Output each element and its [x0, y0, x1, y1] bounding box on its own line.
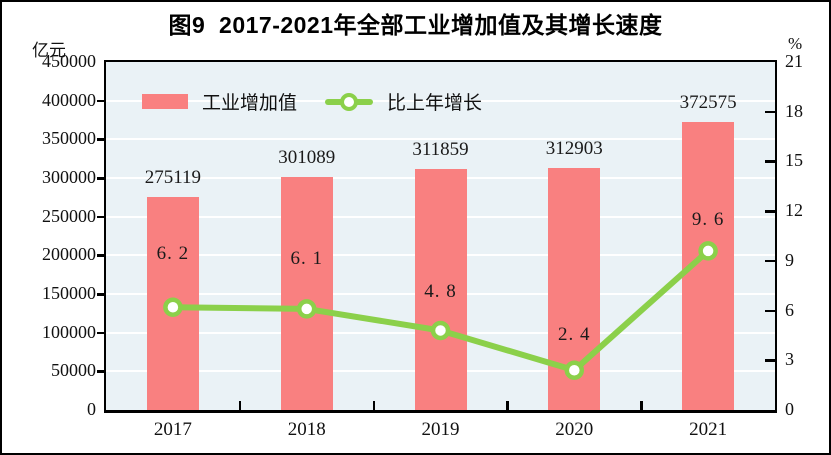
line-value-label: 2. 4	[558, 324, 591, 346]
x-axis-tickmark	[640, 401, 643, 410]
line-marker-2019	[430, 320, 451, 341]
right-axis-unit: %	[788, 34, 803, 53]
right-axis-tick-label: 21	[785, 51, 803, 71]
right-axis-tick-label: 12	[785, 200, 803, 221]
legend-line-label: 比上年增长	[387, 93, 483, 114]
gridline	[106, 138, 775, 141]
left-axis-tickmark	[97, 99, 106, 103]
right-axis-tickmark	[765, 110, 775, 114]
right-axis-tickmark	[765, 259, 775, 263]
right-axis-tick-label: 0	[785, 399, 794, 419]
x-axis-tickmark	[238, 401, 242, 410]
plot-area: 275119 301089 311859 312903 372575 6. 2 6. 1 4…	[104, 60, 777, 413]
left-axis-tick-label: 150000	[42, 283, 96, 303]
legend: 工业增加值 比上年增长	[142, 88, 482, 115]
x-axis-tickmark	[506, 401, 509, 410]
x-axis-label-2018: 2018	[287, 419, 326, 440]
bar-value-label: 275119	[144, 167, 202, 189]
right-axis-tickmark	[765, 359, 775, 362]
gridline	[106, 99, 775, 102]
right-axis-tick-label: 9	[785, 249, 794, 270]
right-axis-tick-label: 15	[785, 150, 803, 171]
left-axis-tickmark	[97, 177, 106, 180]
x-axis-tickmark	[372, 401, 376, 410]
left-axis-tick-label: 400000	[42, 89, 96, 110]
line-value-label: 6. 2	[156, 243, 190, 265]
legend-line-marker-dot	[340, 92, 359, 111]
left-axis-tick-label: 350000	[42, 128, 96, 149]
line-value-label: 6. 1	[290, 247, 323, 269]
right-axis-tickmark	[765, 160, 775, 163]
left-axis-tickmark	[97, 370, 106, 373]
bar-value-label: 312903	[545, 138, 603, 160]
line-marker-2021	[698, 241, 718, 261]
bar-2018	[280, 177, 333, 410]
x-axis-label-2020: 2020	[555, 419, 594, 440]
line-value-label: 4. 8	[424, 281, 457, 303]
line-marker-2018	[296, 299, 317, 319]
left-axis-tick-label: 50000	[51, 360, 96, 381]
x-axis-label-2017: 2017	[153, 419, 192, 440]
left-axis-tickmark	[97, 293, 106, 296]
right-axis-tick-label: 3	[785, 349, 794, 370]
line-marker-2020	[564, 360, 585, 380]
left-axis-tick-label: 250000	[42, 205, 96, 226]
right-axis-tick-label: 6	[785, 299, 794, 320]
chart-title: 图9 2017-2021年全部工业增加值及其增长速度	[168, 12, 663, 38]
line-marker-2017	[163, 297, 183, 318]
right-axis-tick-label: 18	[785, 100, 803, 121]
bar-value-label: 372575	[679, 91, 737, 113]
x-axis-label-2019: 2019	[421, 419, 460, 440]
legend-line-marker	[325, 92, 374, 111]
bar-value-label: 301089	[278, 147, 336, 169]
right-axis-tickmark	[765, 309, 775, 313]
left-axis-tick-label: 100000	[42, 321, 96, 342]
x-axis-label-2021: 2021	[689, 419, 728, 440]
left-axis-tick-label: 450000	[42, 51, 96, 71]
left-axis-unit: 亿元	[32, 41, 66, 60]
line-series-layer	[163, 241, 718, 380]
legend-bar-label: 工业增加值	[202, 93, 298, 114]
left-axis-tick-label: 200000	[42, 244, 96, 265]
left-axis-tick-label: 300000	[42, 167, 96, 187]
bar-2019	[414, 168, 467, 410]
left-axis-tick-label: 0	[87, 399, 96, 419]
left-axis-tickmark	[97, 331, 106, 335]
left-axis-tickmark	[97, 138, 106, 141]
bar-value-label: 311859	[412, 138, 469, 160]
left-axis-tickmark	[97, 215, 106, 219]
line-value-label: 9. 6	[691, 208, 725, 230]
legend-bar-swatch	[142, 94, 188, 109]
left-axis-tickmark	[97, 254, 106, 257]
right-axis-tickmark	[765, 210, 775, 213]
